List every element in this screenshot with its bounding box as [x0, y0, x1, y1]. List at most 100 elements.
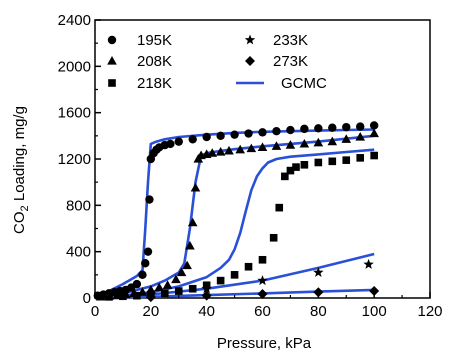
point-218K	[356, 154, 365, 162]
x-tick-label: 20	[142, 303, 159, 320]
y-tick-label: 0	[83, 290, 91, 307]
point-195K	[202, 132, 211, 142]
gcmc-line-5	[94, 288, 375, 300]
point-218K	[314, 158, 323, 167]
point-233K	[363, 258, 374, 269]
point-195K	[166, 139, 175, 149]
point-208K	[190, 182, 201, 192]
y-axis-title-rest: Loading, mg/g	[11, 106, 28, 205]
x-tick-label: 100	[362, 303, 387, 320]
point-218K	[370, 151, 378, 160]
point-218K	[160, 289, 169, 298]
point-195K	[286, 125, 295, 135]
y-tick-label: 2000	[58, 58, 91, 75]
point-195K	[356, 122, 365, 131]
y-tick-label: 1600	[58, 105, 91, 122]
legend-swatch-273K	[245, 56, 255, 66]
point-208K	[215, 147, 226, 156]
y-axis-title-main: CO	[11, 211, 28, 234]
point-218K	[188, 284, 197, 293]
point-195K	[258, 128, 267, 137]
legend-swatch-208K	[107, 56, 117, 65]
point-208K	[176, 267, 187, 277]
y-axis-title: CO2 Loading, mg/g	[11, 106, 31, 234]
point-218K	[328, 157, 337, 166]
point-195K	[328, 123, 337, 132]
y-tick-label: 1200	[58, 151, 91, 168]
point-208K	[257, 142, 268, 152]
point-195K	[174, 137, 183, 146]
legend-label-233K: 233K	[273, 32, 308, 49]
point-218K	[342, 156, 351, 164]
legend-label-273K: 273K	[273, 53, 308, 70]
legend-label-195K: 195K	[137, 32, 172, 49]
plot-area	[93, 19, 431, 303]
point-208K	[355, 131, 366, 141]
gcmc-line-1	[94, 128, 375, 300]
legend-swatch-195K	[107, 35, 117, 45]
point-195K	[188, 135, 197, 144]
y-axis-title-subscript: 2	[19, 205, 31, 211]
point-218K	[133, 291, 141, 300]
point-195K	[244, 129, 253, 138]
point-208K	[246, 143, 257, 153]
legend-label-218K: 218K	[137, 75, 172, 92]
series-218K	[105, 151, 378, 301]
point-208K	[207, 148, 218, 157]
point-233K	[313, 267, 324, 277]
point-208K	[154, 282, 165, 292]
point-195K	[300, 124, 309, 134]
point-208K	[369, 128, 379, 138]
point-273K	[369, 286, 380, 297]
point-218K	[105, 293, 113, 301]
point-218K	[286, 166, 295, 175]
x-tick-label: 80	[310, 303, 327, 320]
point-195K	[272, 127, 281, 136]
point-208K	[285, 140, 296, 149]
point-208K	[185, 240, 195, 250]
legend-label-208K: 208K	[137, 53, 172, 70]
point-218K	[230, 271, 239, 279]
x-tick-label: 40	[198, 303, 215, 320]
point-218K	[244, 262, 253, 271]
point-195K	[369, 121, 379, 130]
legend-label-GCMC: GCMC	[281, 75, 327, 92]
point-218K	[292, 163, 300, 171]
point-208K	[171, 274, 181, 284]
point-218K	[281, 172, 289, 181]
point-195K	[141, 259, 150, 268]
point-208K	[271, 141, 282, 150]
point-208K	[313, 137, 324, 147]
point-208K	[235, 144, 245, 154]
legend-swatch-233K	[244, 34, 256, 45]
point-208K	[224, 145, 234, 155]
point-233K	[257, 275, 268, 286]
point-218K	[300, 160, 309, 169]
point-195K	[132, 279, 142, 289]
point-208K	[341, 134, 352, 143]
point-208K	[187, 217, 198, 227]
point-195K	[342, 122, 351, 132]
x-tick-label: 0	[91, 303, 99, 320]
point-233K	[201, 283, 212, 294]
x-axis-title: Pressure, kPa	[217, 335, 312, 352]
x-tick-label: 120	[417, 303, 442, 320]
point-218K	[269, 233, 278, 242]
point-195K	[314, 124, 323, 133]
point-208K	[182, 260, 192, 270]
point-208K	[327, 136, 338, 146]
point-218K	[275, 203, 284, 212]
svg-text:CO2 Loading, mg/g: CO2 Loading, mg/g	[11, 106, 31, 234]
point-218K	[258, 255, 267, 264]
point-218K	[174, 287, 183, 295]
point-195K	[230, 130, 239, 139]
legend-swatch-218K	[108, 79, 116, 87]
point-195K	[145, 195, 154, 204]
y-tick-label: 2400	[58, 12, 91, 29]
gcmc-line-3	[94, 148, 375, 300]
point-208K	[299, 138, 310, 148]
y-tick-label: 800	[66, 197, 91, 214]
point-208K	[162, 280, 173, 289]
